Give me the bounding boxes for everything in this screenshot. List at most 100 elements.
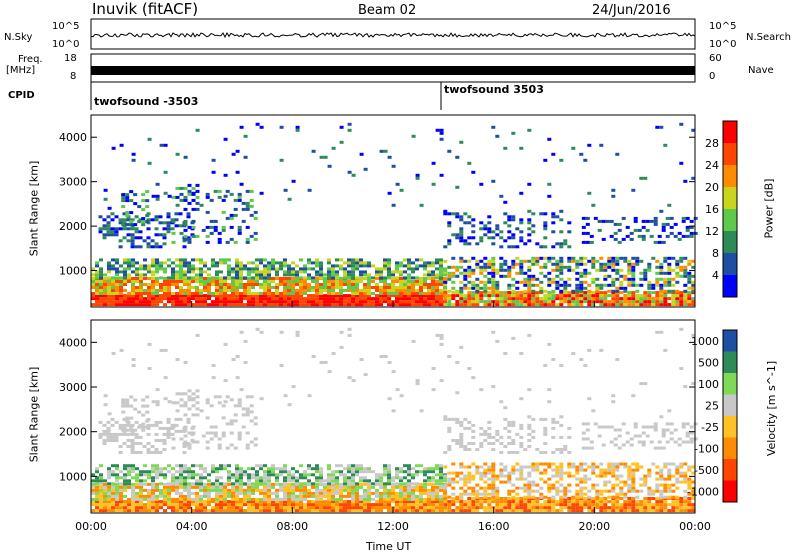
power-echo-cell [391, 277, 395, 280]
power-echo-cell [287, 277, 291, 280]
velocity-echo-cell [203, 506, 207, 510]
velocity-echo-cell [139, 497, 143, 501]
power-echo-cell [183, 237, 188, 241]
velocity-echo-cell [131, 509, 135, 513]
velocity-echo-cell [527, 480, 532, 484]
power-echo-cell [487, 230, 492, 234]
velocity-echo-cell [175, 491, 179, 495]
velocity-echo-cell [211, 464, 215, 468]
velocity-echo-cell [355, 509, 359, 513]
power-echo-cell [299, 267, 303, 271]
velocity-echo-cell [375, 473, 379, 477]
velocity-echo-cell [443, 476, 447, 480]
power-echo-cell [387, 297, 391, 301]
velocity-echo-cell [435, 333, 440, 337]
velocity-echo-cell [639, 483, 644, 487]
velocity-echo-cell [535, 500, 540, 504]
velocity-echo-cell [167, 464, 171, 468]
velocity-echo-cell [98, 420, 103, 424]
velocity-echo-cell [343, 488, 347, 492]
power-echo-cell [183, 283, 187, 286]
velocity-echo-cell [299, 464, 303, 468]
power-echo-cell [619, 291, 624, 295]
velocity-echo-cell [271, 470, 275, 474]
velocity-echo-cell [363, 509, 367, 513]
velocity-echo-cell [134, 420, 139, 424]
power-echo-cell [611, 256, 616, 260]
velocity-echo-cell [463, 477, 468, 481]
velocity-echo-cell [379, 497, 383, 501]
power-echo-cell [259, 303, 263, 307]
velocity-echo-cell [503, 500, 508, 504]
velocity-echo-cell [435, 506, 439, 510]
velocity-echo-cell [131, 500, 135, 504]
power-echo-cell [511, 262, 516, 266]
power-echo-cell [127, 276, 131, 280]
power-echo-cell [403, 294, 407, 298]
velocity-echo-cell [475, 471, 480, 475]
velocity-echo-cell [255, 488, 259, 492]
power-echo-cell [443, 286, 447, 289]
power-echo-cell [187, 240, 192, 244]
power-echo-cell [91, 294, 95, 298]
velocity-echo-cell [683, 500, 688, 504]
velocity-echo-cell [263, 479, 267, 483]
velocity-echo-cell [611, 471, 616, 475]
velocity-echo-cell [495, 477, 500, 481]
velocity-echo-cell [215, 506, 219, 510]
velocity-echo-cell [179, 398, 184, 402]
velocity-echo-cell [167, 503, 171, 507]
power-echo-cell [411, 286, 415, 289]
power-echo-cell [183, 186, 188, 190]
data-layer [90, 31, 737, 513]
velocity-echo-cell [267, 500, 271, 504]
velocity-echo-cell [291, 476, 295, 480]
power-echo-cell [315, 273, 319, 277]
power-echo-cell [283, 270, 287, 274]
power-echo-cell [507, 303, 512, 307]
power-echo-cell [495, 283, 500, 287]
velocity-echo-cell [231, 509, 235, 513]
velocity-echo-cell [631, 480, 636, 484]
power-echo-cell [503, 294, 508, 298]
velocity-echo-cell [499, 400, 504, 404]
velocity-echo-cell [107, 500, 111, 504]
velocity-echo-cell [135, 485, 139, 489]
power-echo-cell [467, 221, 472, 225]
power-echo-cell [583, 262, 588, 266]
power-echo-cell [307, 303, 311, 307]
power-echo-cell [291, 283, 295, 286]
power-echo-cell [551, 262, 556, 266]
power-echo-cell [259, 258, 263, 262]
power-echo-cell [607, 259, 612, 263]
velocity-echo-cell [147, 491, 151, 495]
power-colorbar-segment [723, 231, 737, 253]
power-echo-cell [183, 303, 187, 307]
velocity-echo-cell [291, 503, 295, 507]
power-echo-cell [547, 291, 552, 295]
velocity-echo-cell [399, 506, 403, 510]
power-echo-cell [507, 215, 512, 219]
velocity-echo-cell [219, 500, 223, 504]
velocity-echo-cell [295, 470, 299, 474]
velocity-echo-cell [451, 417, 456, 421]
power-echo-cell [683, 300, 688, 304]
velocity-echo-cell [199, 500, 203, 504]
power-echo-cell [141, 217, 146, 221]
power-echo-cell [671, 297, 676, 301]
velocity-echo-cell [403, 494, 407, 498]
power-echo-cell [423, 280, 427, 283]
power-echo-cell [187, 264, 191, 268]
velocity-echo-cell [679, 465, 684, 469]
power-echo-cell [567, 221, 572, 225]
power-echo-cell [259, 191, 264, 195]
power-echo-cell [339, 258, 343, 262]
power-echo-cell [447, 221, 452, 225]
velocity-echo-cell [483, 432, 488, 436]
velocity-echo-cell [359, 479, 363, 483]
velocity-echo-cell [279, 506, 283, 510]
power-echo-cell [327, 276, 331, 280]
power-echo-cell [395, 264, 399, 268]
velocity-echo-cell [319, 473, 323, 477]
velocity-echo-cell [595, 500, 600, 504]
